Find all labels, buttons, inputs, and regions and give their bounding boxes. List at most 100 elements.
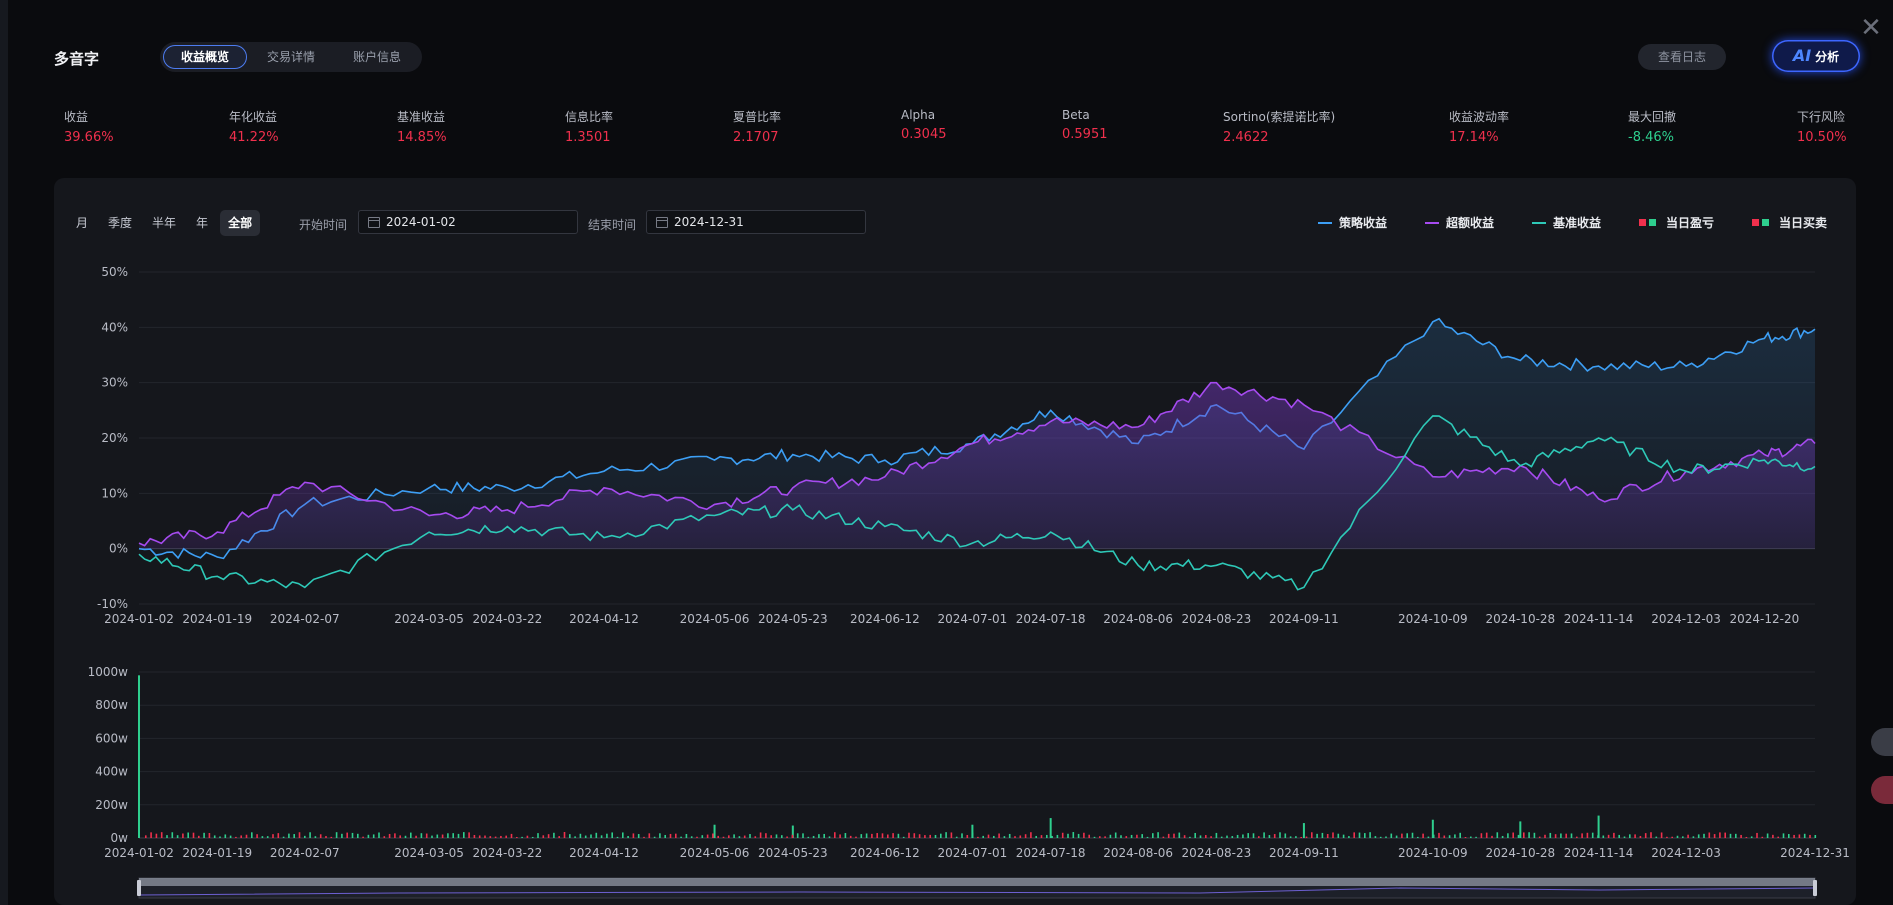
bar [1735, 833, 1737, 838]
bar [781, 835, 783, 838]
tab-trade-details[interactable]: 交易详情 [267, 50, 316, 64]
side-grid-icon[interactable] [1871, 728, 1893, 756]
bar [738, 836, 741, 838]
bar [1210, 836, 1212, 838]
side-refresh-icon[interactable] [1871, 776, 1893, 804]
bar [319, 834, 322, 838]
metric-value: -8.46% [1628, 130, 1674, 145]
metric-label: 最大回撤 [1628, 110, 1677, 124]
tab-overview[interactable]: 收益概览 [163, 45, 248, 69]
bar [743, 835, 746, 838]
bar [1565, 833, 1567, 838]
ai-analysis-label: 分析 [1815, 50, 1840, 64]
bar [876, 833, 878, 838]
bar [314, 836, 317, 838]
bar [834, 832, 836, 838]
y-tick-label: 600w [95, 731, 128, 745]
bar [1671, 836, 1673, 838]
bar [251, 832, 253, 838]
bar [1655, 836, 1658, 838]
tab-account-info[interactable]: 账户信息 [353, 50, 402, 64]
end-date-input[interactable]: 2024-12-31 [646, 210, 866, 234]
bar [457, 833, 460, 838]
view-log-button[interactable]: 查看日志 [1638, 44, 1726, 70]
bar [436, 834, 439, 838]
period-month-button[interactable]: 月 [76, 216, 89, 230]
bar [1586, 832, 1589, 838]
bar [1305, 836, 1308, 838]
bar [849, 835, 852, 838]
metric-label: 收益波动率 [1449, 110, 1510, 124]
bar [616, 836, 619, 838]
bar [966, 834, 969, 838]
period-quarter-button[interactable]: 季度 [108, 216, 133, 230]
bar [1141, 834, 1143, 838]
legend-strategy-return[interactable]: 策略收益 [1318, 214, 1387, 231]
y-tick-label: 10% [101, 486, 128, 500]
x-tick-label: 2024-01-02 [104, 846, 174, 860]
bar [1088, 834, 1090, 838]
legend-excess-return[interactable]: 超额收益 [1425, 214, 1494, 231]
bar [696, 836, 698, 838]
tab-bar: 收益概览 交易详情 账户信息 [160, 42, 423, 72]
bar [1692, 836, 1695, 838]
x-tick-label: 2024-08-23 [1182, 846, 1252, 860]
metric-label: 下行风险 [1797, 110, 1846, 124]
bar [1485, 832, 1488, 838]
start-date-input[interactable]: 2024-01-02 [358, 210, 578, 234]
x-tick-label: 2024-12-03 [1651, 612, 1721, 626]
bar [468, 832, 470, 838]
x-tick-label: 2024-07-18 [1016, 612, 1086, 626]
legend-daily-trades[interactable]: 当日买卖 [1752, 214, 1827, 231]
bar [1427, 836, 1430, 838]
bar [855, 836, 857, 838]
bar [431, 835, 433, 838]
legend-daily-pnl[interactable]: 当日盈亏 [1639, 214, 1714, 231]
bar [166, 835, 168, 838]
bar [1342, 834, 1345, 838]
bar [203, 832, 205, 838]
bar [892, 833, 894, 838]
bar [1152, 833, 1154, 838]
metric-label: Alpha [901, 108, 936, 122]
bar [1464, 836, 1467, 838]
bar [245, 834, 248, 838]
bar [346, 832, 348, 838]
bar [1162, 836, 1165, 838]
bar [452, 833, 454, 838]
bar [484, 835, 486, 838]
x-tick-label: 2024-08-23 [1182, 612, 1252, 626]
series-line [138, 317, 1816, 560]
legend-benchmark-return[interactable]: 基准收益 [1532, 214, 1601, 231]
bar [1194, 832, 1196, 838]
bar [235, 836, 237, 838]
bar [733, 834, 735, 838]
metric-sortino: Sortino(索提诺比率) 2.4622 [1223, 108, 1335, 145]
period-year-button[interactable]: 年 [196, 216, 209, 230]
bar [1072, 832, 1075, 838]
bar [1591, 832, 1594, 838]
bar [394, 833, 396, 838]
bar [802, 833, 804, 838]
bar [622, 832, 624, 838]
bar [1268, 835, 1271, 838]
bar [1146, 836, 1149, 838]
period-all-button[interactable]: 全部 [220, 210, 261, 236]
bar [1205, 835, 1207, 838]
bar [1475, 836, 1477, 838]
close-icon[interactable]: ✕ [1860, 13, 1882, 43]
bar [1597, 815, 1600, 838]
x-tick-label: 2024-12-31 [1780, 846, 1850, 860]
bar [478, 835, 481, 838]
bar [1374, 836, 1377, 838]
metric-value: 41.22% [229, 130, 279, 145]
ai-analysis-button[interactable]: AI 分析 [1772, 40, 1860, 72]
bar [1554, 834, 1557, 838]
bar [1634, 834, 1636, 838]
bar [542, 835, 545, 838]
bar [150, 832, 152, 838]
series-line [138, 415, 1816, 591]
bar [378, 832, 380, 838]
period-halfyear-button[interactable]: 半年 [152, 216, 177, 230]
bar [659, 833, 661, 838]
